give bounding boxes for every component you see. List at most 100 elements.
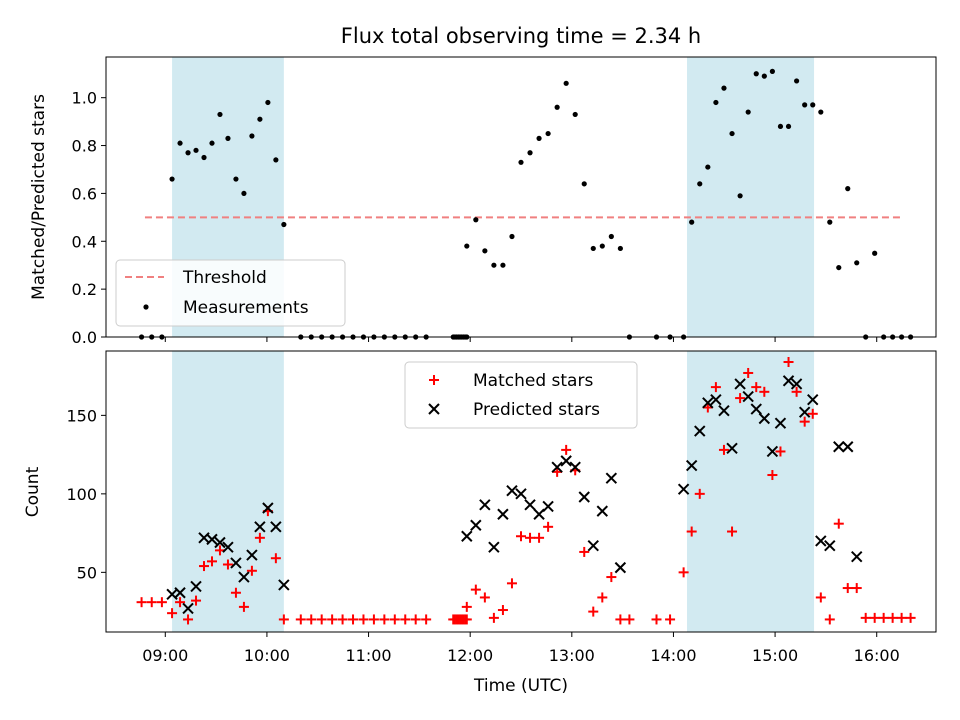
x-tick-label-0: 09:00 [142, 646, 188, 665]
matched-star-point [379, 614, 390, 625]
measurement-point [563, 80, 569, 86]
measurement-point [241, 190, 247, 197]
predicted-star-point [238, 571, 250, 583]
measurement-point [225, 135, 231, 141]
bottom-y-tick-label-0: 50 [77, 563, 97, 582]
predicted-star-point [685, 459, 698, 472]
measurement-point [464, 243, 470, 249]
matched-star-point [206, 556, 217, 567]
matched-star-point [851, 583, 862, 594]
predicted-star-mark-b [542, 500, 554, 513]
measurement-point [872, 250, 878, 256]
matched-star-point [710, 382, 721, 393]
x-tick-label-7: 16:00 [854, 646, 900, 665]
predicted-star-point [842, 441, 854, 453]
matched-star-point [543, 521, 554, 532]
measurement-point [697, 181, 703, 187]
predicted-star-mark-b [560, 455, 572, 467]
matched-star-point [767, 470, 778, 481]
predicted-star-point [578, 491, 590, 503]
bottom-y-axis-label: Count [23, 466, 43, 517]
top-y-tick-label-4: 0.8 [72, 137, 97, 156]
predicted-star-mark-b [815, 535, 827, 547]
predicted-star-mark-b [702, 397, 714, 409]
matched-star-point [199, 561, 210, 572]
predicted-star-mark-b [506, 485, 518, 497]
measurement-point [777, 123, 784, 130]
matched-star-point [470, 584, 481, 595]
matched-star-point [461, 614, 472, 625]
bottom-axes-frame [105, 350, 937, 633]
matched-star-point [860, 612, 871, 623]
matched-star-point [887, 612, 898, 623]
predicted-star-point [766, 445, 779, 458]
predicted-star-point [702, 397, 714, 409]
measurement-point [209, 140, 215, 146]
predicted-star-point [506, 485, 518, 497]
predicted-star-mark-b [798, 406, 811, 418]
predicted-star-point [551, 461, 563, 473]
predicted-star-mark-b [614, 561, 627, 574]
matched-star-point [842, 583, 853, 594]
predicted-star-mark-b [524, 499, 536, 511]
measurement-point [802, 102, 808, 108]
measurement-point [689, 219, 695, 225]
matched-star-point [368, 614, 379, 625]
legend-matched-label: Matched stars [473, 371, 593, 391]
measurement-point [836, 264, 842, 271]
predicted-star-mark-b [230, 557, 242, 569]
measurement-point [273, 157, 279, 163]
measurement-point [729, 130, 735, 137]
bottom-y-tick-label-1: 100 [66, 485, 97, 504]
predicted-star-mark-b [488, 541, 500, 553]
matched-star-point [665, 614, 676, 625]
predicted-star-mark-b [851, 550, 863, 563]
predicted-star-point [246, 549, 258, 561]
matched-star-point [222, 559, 233, 570]
matched-star-point [337, 614, 348, 625]
matched-star-point [389, 614, 400, 625]
top-ticks: 0.0 0.2 0.4 0.6 0.8 1.0 [72, 89, 878, 347]
predicted-star-point [278, 579, 290, 591]
measurement-point [599, 243, 605, 249]
chart-title: Flux total observing time = 2.34 h [341, 24, 701, 48]
predicted-star-mark-b [587, 539, 599, 552]
predicted-star-mark-b [254, 521, 266, 533]
predicted-star-point [815, 535, 827, 547]
predicted-star-mark-b [742, 390, 754, 403]
predicted-star-mark-b [278, 579, 290, 591]
predicted-star-mark-b [758, 412, 771, 425]
top-shaded-interval-1 [687, 57, 815, 337]
matched-star-point [597, 592, 608, 603]
bottom-panel: 50 100 150 Matched stars Predicted stars Co… [23, 350, 937, 637]
predicted-star-point [726, 442, 738, 455]
predicted-star-mark-b [238, 571, 250, 583]
measurement-point [705, 164, 711, 170]
matched-star-point [624, 614, 635, 625]
matched-star-point [783, 356, 794, 367]
predicted-star-point [182, 602, 194, 615]
matched-star-point [410, 614, 421, 625]
measurement-point [769, 68, 775, 74]
predicted-star-mark-b [182, 602, 194, 615]
bottom-shaded-intervals [172, 351, 815, 632]
measurement-point [482, 248, 488, 254]
matched-star-point [246, 565, 257, 576]
measurement-point [527, 150, 533, 156]
predicted-star-point [515, 488, 527, 500]
predicted-star-mark-b [596, 505, 609, 517]
legend-measurements-label: Measurements [183, 298, 309, 318]
top-y-tick-label-5: 1.0 [72, 89, 97, 108]
predicted-star-mark-b [677, 483, 690, 495]
predicted-star-mark-b [461, 530, 473, 542]
matched-star-point [678, 567, 689, 578]
matched-star-point [799, 416, 810, 427]
matched-star-point [479, 592, 490, 603]
predicted-star-point [742, 390, 754, 403]
measurement-point [590, 245, 596, 252]
matched-star-point [905, 612, 916, 623]
matched-star-point [400, 614, 411, 625]
matched-star-point [516, 531, 526, 542]
